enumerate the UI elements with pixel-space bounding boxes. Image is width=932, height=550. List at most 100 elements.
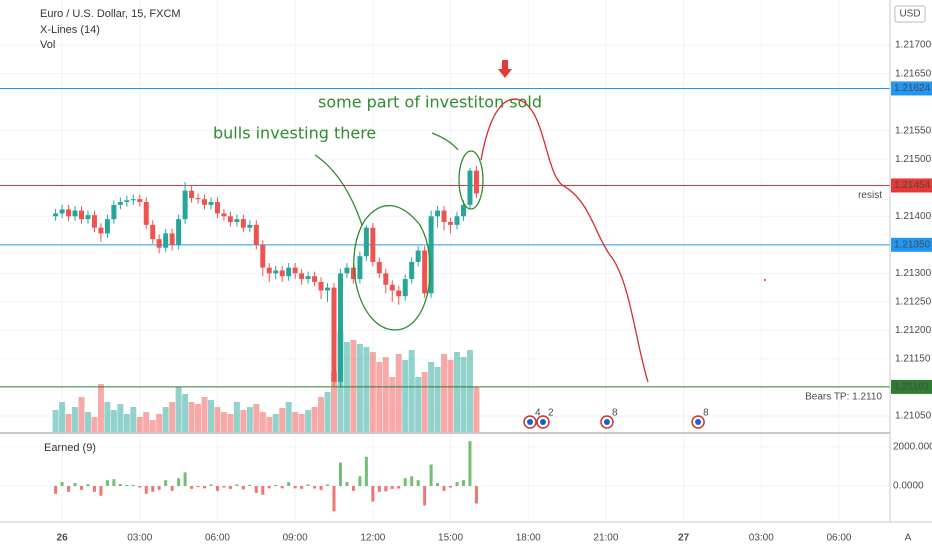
candle-body bbox=[473, 170, 479, 194]
candle-body bbox=[357, 256, 363, 280]
volume-bar bbox=[227, 414, 234, 432]
candle-body bbox=[85, 215, 91, 220]
indicator-bar bbox=[105, 480, 109, 487]
event-icon-inner bbox=[539, 419, 546, 425]
candle-body bbox=[156, 239, 162, 248]
volume-bar bbox=[110, 410, 117, 432]
x-tick-label: 06:00 bbox=[826, 533, 851, 544]
volume-bar bbox=[279, 408, 286, 432]
indicator: X-Lines (14) bbox=[40, 24, 100, 36]
x-tick-label: 27 bbox=[678, 533, 690, 544]
volume-bar bbox=[207, 400, 214, 432]
candle-body bbox=[331, 287, 337, 382]
y-tick-label: 1.21250 bbox=[895, 297, 932, 308]
x-tick-label: 15:00 bbox=[438, 533, 463, 544]
y-tick-label: 1.21200 bbox=[895, 325, 932, 336]
indicator-bar bbox=[358, 476, 362, 487]
candle-body bbox=[104, 219, 110, 234]
volume-bar bbox=[428, 362, 435, 432]
volume-bar bbox=[143, 412, 150, 432]
volume-bar bbox=[363, 347, 370, 432]
volume-bar bbox=[78, 397, 85, 432]
indicator-bar bbox=[196, 486, 200, 488]
indicator-bar bbox=[99, 486, 103, 496]
indicator-bar bbox=[125, 485, 129, 487]
y-tick-label: 0.0000 bbox=[893, 481, 924, 492]
candle-body bbox=[247, 224, 253, 228]
y-tick-label: 1.21400 bbox=[895, 211, 932, 222]
scale-mode[interactable]: A bbox=[905, 533, 912, 544]
volume-bar bbox=[311, 407, 318, 432]
ellipse bbox=[458, 150, 484, 210]
y-tick-label: 1.21300 bbox=[895, 268, 932, 279]
candle-body bbox=[389, 284, 395, 291]
indicator-bar bbox=[384, 486, 388, 492]
volume-bar bbox=[266, 417, 273, 432]
indicator-bar bbox=[112, 479, 116, 487]
candle-body bbox=[189, 190, 195, 199]
volume-bar bbox=[117, 404, 124, 432]
indicator-bar bbox=[248, 484, 252, 487]
candle-body bbox=[234, 219, 240, 222]
indicator-bar bbox=[429, 464, 433, 487]
candle-body bbox=[325, 287, 331, 291]
volume-bar bbox=[454, 352, 461, 432]
volume-bar bbox=[460, 357, 467, 432]
x-tick-label: 06:00 bbox=[205, 533, 230, 544]
candle-body bbox=[253, 224, 259, 245]
indicator-bar bbox=[468, 441, 472, 487]
volume-bar bbox=[285, 402, 292, 432]
indicator-bar bbox=[209, 484, 213, 487]
currency-box[interactable] bbox=[894, 5, 926, 23]
volume-bar bbox=[298, 414, 305, 432]
volume-bar bbox=[72, 407, 79, 432]
candle-body bbox=[279, 270, 285, 277]
grid bbox=[0, 0, 890, 522]
volume-bar bbox=[195, 404, 202, 432]
candle-body bbox=[111, 204, 117, 220]
indicator-bar bbox=[442, 486, 446, 491]
indicator-bar bbox=[293, 486, 297, 489]
arrow bbox=[498, 60, 512, 78]
candle-body bbox=[435, 210, 441, 217]
candle-body bbox=[117, 202, 123, 205]
volume-bar bbox=[149, 420, 156, 432]
volume-bar bbox=[182, 394, 189, 432]
indicator-bar bbox=[338, 462, 342, 487]
x-tick-label: 09:00 bbox=[283, 533, 308, 544]
indicator-bar bbox=[86, 484, 90, 487]
indicator-title: Earned (9) bbox=[44, 442, 96, 454]
volume-bar bbox=[104, 402, 111, 432]
x-tick-label: 21:00 bbox=[593, 533, 618, 544]
currency[interactable]: USD bbox=[899, 9, 920, 20]
indicator-bar bbox=[222, 486, 226, 488]
indicator-bar bbox=[235, 484, 239, 487]
price-label: 1.21350 bbox=[894, 239, 931, 250]
indicator-bar bbox=[183, 472, 187, 487]
candle-body bbox=[59, 209, 65, 214]
indicator-bar bbox=[138, 486, 142, 488]
indicator-bar bbox=[203, 486, 207, 489]
volume-bar bbox=[272, 414, 279, 432]
indicator-bar bbox=[274, 484, 278, 487]
volume-bar bbox=[59, 402, 66, 432]
indicator-bar bbox=[241, 486, 245, 490]
indicator-bar bbox=[170, 486, 174, 491]
volume-bar bbox=[188, 402, 195, 432]
price-label-box bbox=[891, 379, 932, 394]
volume-bar bbox=[169, 402, 176, 432]
indicator-bar bbox=[164, 480, 168, 487]
y-tick-label: 2000.0000 bbox=[893, 442, 932, 453]
y-tick-label: 1.21150 bbox=[895, 354, 931, 365]
indicator-bar bbox=[60, 482, 64, 487]
price-label: 1.21454 bbox=[894, 180, 931, 191]
candle-body bbox=[286, 267, 292, 277]
price-label: 1.21624 bbox=[894, 83, 931, 94]
trend-line bbox=[314, 154, 363, 226]
y-tick-label: 1.21050 bbox=[895, 411, 932, 422]
volume-bar bbox=[130, 407, 137, 432]
candle-body bbox=[227, 216, 233, 222]
marks bbox=[0, 87, 890, 512]
volume-bar bbox=[350, 340, 357, 432]
